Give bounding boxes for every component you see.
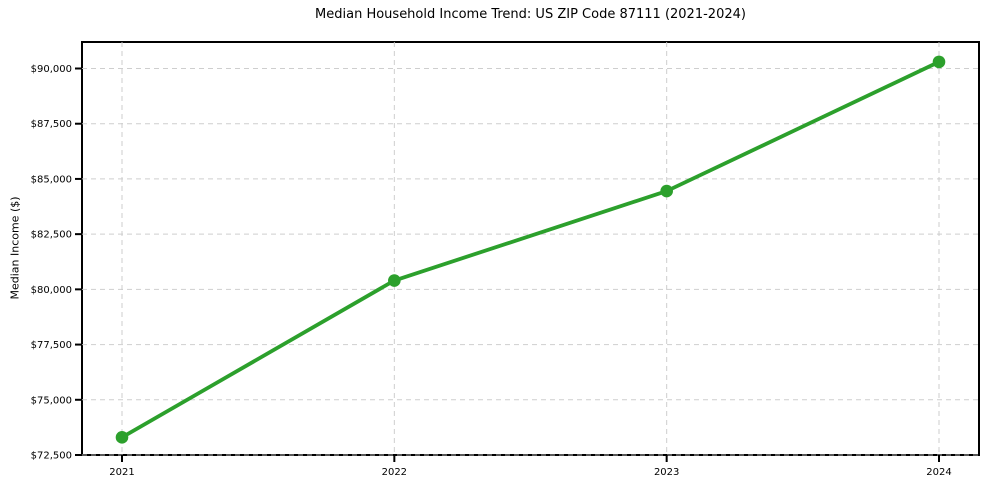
y-tick-label: $75,000 xyxy=(31,395,72,406)
chart-title: Median Household Income Trend: US ZIP Co… xyxy=(315,7,746,22)
data-point xyxy=(660,184,673,198)
axes-frame xyxy=(81,41,980,456)
y-tick-label: $85,000 xyxy=(31,174,72,185)
y-tick-label: $72,500 xyxy=(31,451,72,462)
x-tick-label: 2022 xyxy=(382,467,407,478)
y-tick-label: $77,500 xyxy=(31,340,72,351)
trend-line xyxy=(120,59,941,440)
x-tick-label: 2024 xyxy=(926,467,951,478)
data-point xyxy=(932,55,946,69)
y-tick-label: $90,000 xyxy=(31,64,72,75)
x-tick-label: 2023 xyxy=(654,467,679,478)
data-point xyxy=(115,431,129,444)
y-tick-label: $82,500 xyxy=(31,230,72,241)
x-tick-label: 2021 xyxy=(109,467,134,478)
y-tick-label: $87,500 xyxy=(31,119,72,130)
y-tick-label: $80,000 xyxy=(31,285,72,296)
data-point xyxy=(388,274,401,287)
